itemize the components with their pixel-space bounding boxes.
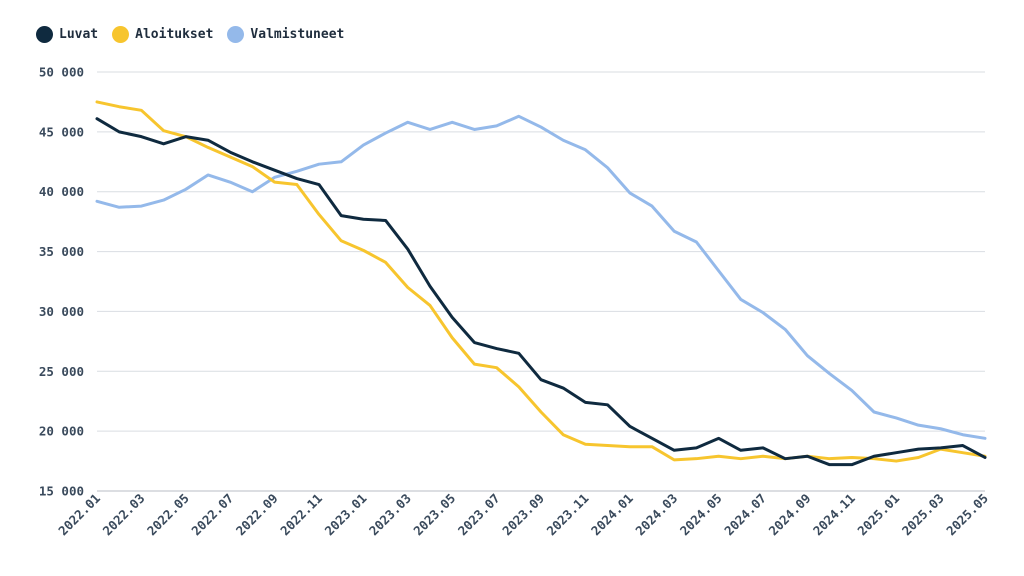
y-tick-label: 50 000	[39, 65, 84, 80]
x-tick-label: 2023.05	[410, 491, 458, 539]
y-tick-label: 35 000	[39, 244, 84, 259]
series-line-aloitukset	[95, 100, 987, 463]
legend-swatch-luvat	[36, 26, 53, 43]
legend-item-aloitukset: Aloitukset	[112, 26, 213, 43]
legend-item-valmistuneet: Valmistuneet	[227, 26, 344, 43]
legend-swatch-aloitukset	[112, 26, 130, 43]
x-tick-label: 2024.07	[721, 491, 769, 539]
x-tick-label: 2022.07	[188, 491, 236, 539]
x-tick-label: 2024.03	[632, 491, 680, 539]
x-tick-label: 2024.05	[677, 491, 725, 539]
x-tick-label: 2023.11	[544, 491, 592, 539]
x-tick-label: 2022.05	[144, 491, 192, 539]
x-tick-label: 2022.09	[233, 491, 281, 539]
x-tick-label: 2024.11	[810, 491, 858, 539]
x-tick-label: 2024.09	[766, 491, 814, 539]
legend-label-aloitukset: Aloitukset	[135, 27, 214, 42]
x-tick-label: 2023.09	[499, 491, 547, 539]
y-tick-label: 30 000	[39, 304, 84, 319]
legend-item-luvat: Luvat	[36, 26, 98, 43]
y-tick-label: 25 000	[39, 364, 84, 379]
legend-swatch-valmistuneet	[227, 26, 245, 43]
x-tick-label: 2023.01	[322, 491, 370, 539]
series-line-valmistuneet	[95, 114, 987, 440]
x-tick-label: 2025.01	[854, 491, 902, 539]
series-line-luvat	[95, 117, 987, 467]
y-tick-label: 15 000	[39, 484, 84, 499]
y-tick-label: 20 000	[39, 424, 84, 439]
x-tick-label: 2025.03	[899, 491, 947, 539]
x-tick-label: 2024.01	[588, 491, 636, 539]
y-tick-label: 40 000	[39, 184, 84, 199]
x-tick-label: 2023.07	[455, 491, 503, 539]
x-tick-label: 2022.11	[277, 491, 325, 539]
legend: Luvat Aloitukset Valmistuneet	[36, 26, 344, 43]
x-tick-label: 2025.05	[943, 491, 991, 539]
legend-label-valmistuneet: Valmistuneet	[250, 27, 345, 42]
legend-label-luvat: Luvat	[59, 27, 99, 42]
x-tick-label: 2023.03	[366, 491, 414, 539]
y-tick-label: 45 000	[39, 124, 84, 139]
x-tick-label: 2022.03	[100, 491, 148, 539]
